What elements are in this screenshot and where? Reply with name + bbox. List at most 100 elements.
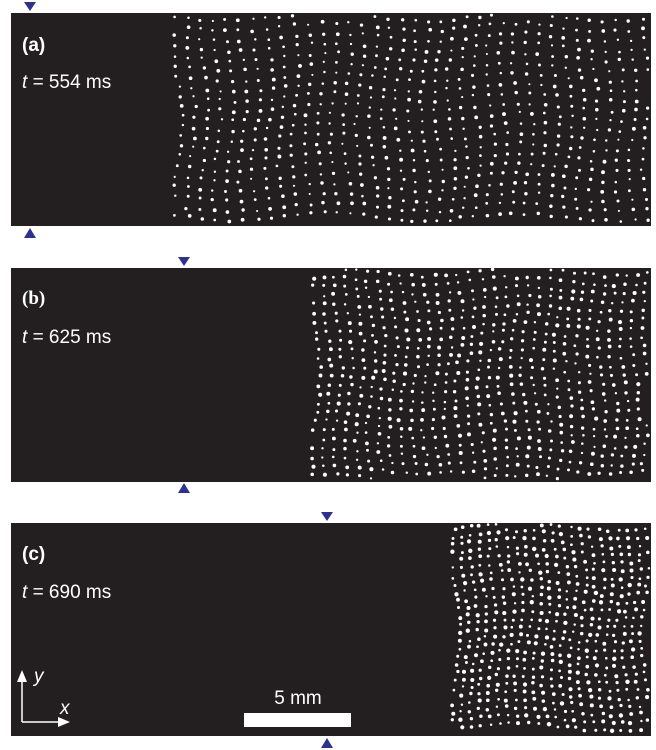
particle [523, 698, 527, 702]
particle [350, 201, 354, 205]
particle [477, 683, 480, 686]
particle [630, 49, 632, 51]
particle [479, 154, 482, 157]
particle [345, 466, 349, 470]
particle [225, 179, 229, 183]
particle [558, 306, 562, 310]
particle [584, 272, 587, 275]
particle [402, 291, 404, 293]
particle [593, 446, 595, 448]
particle [376, 194, 379, 197]
particle [463, 581, 467, 585]
particle [267, 38, 270, 41]
particle [452, 537, 455, 540]
particle [335, 61, 338, 64]
particle [641, 309, 644, 312]
particle [410, 273, 414, 277]
particle [453, 166, 457, 170]
particle [557, 726, 560, 729]
particle [484, 477, 487, 480]
particle [564, 335, 567, 338]
particle [612, 561, 615, 564]
particle [547, 596, 551, 600]
particle [415, 200, 419, 204]
particle [545, 554, 549, 558]
particle [309, 183, 311, 185]
particle [382, 95, 385, 98]
particle [307, 103, 310, 106]
particle [472, 470, 476, 474]
particle [488, 564, 491, 567]
particle [504, 690, 507, 693]
particle [440, 319, 444, 323]
particle [595, 650, 598, 653]
particle [539, 455, 542, 458]
particle [535, 403, 538, 406]
particle [452, 566, 454, 568]
particle [451, 542, 455, 546]
particle [437, 354, 441, 358]
particle [369, 106, 371, 108]
particle [529, 358, 533, 362]
particle [479, 533, 483, 537]
particle [564, 165, 567, 168]
particle [506, 304, 509, 307]
particle [401, 462, 404, 465]
particle [515, 23, 518, 26]
particle [268, 118, 272, 122]
particle [606, 633, 609, 636]
particle [575, 590, 577, 592]
particle [527, 721, 530, 724]
particle [512, 675, 515, 678]
particle [522, 658, 526, 662]
particle [439, 211, 441, 213]
particle [536, 420, 539, 423]
particle [560, 701, 564, 705]
particle [332, 448, 335, 451]
particle [189, 155, 191, 157]
particle [502, 103, 505, 106]
particle [585, 355, 589, 359]
particle [577, 663, 580, 666]
particle [528, 92, 531, 95]
particle [449, 291, 451, 293]
particle [641, 317, 644, 320]
particle [307, 24, 309, 26]
particle [528, 83, 530, 85]
particle [339, 384, 342, 387]
particle [298, 64, 302, 68]
particle [297, 85, 299, 87]
particle [291, 14, 294, 17]
particle [213, 219, 216, 222]
particle [644, 527, 647, 530]
particle [595, 108, 599, 112]
particle [607, 355, 610, 358]
particle [600, 373, 603, 376]
particle [563, 557, 566, 560]
particle [478, 564, 481, 567]
particle [236, 181, 239, 184]
particle [612, 664, 616, 668]
particle [190, 87, 192, 89]
particle [495, 673, 498, 676]
particle [337, 201, 341, 205]
particle [282, 45, 285, 48]
particle [521, 586, 524, 589]
particle [502, 112, 506, 116]
particle [403, 383, 406, 386]
particle [187, 195, 190, 198]
particle [334, 192, 337, 195]
particle [592, 68, 594, 70]
particle [406, 346, 409, 349]
particle [635, 218, 637, 220]
particle [538, 428, 541, 431]
particle [337, 50, 340, 53]
particle [421, 131, 424, 134]
particle [282, 205, 286, 209]
particle [348, 72, 351, 75]
particle [360, 23, 363, 26]
particle [590, 300, 593, 303]
particle [309, 34, 312, 37]
particle [497, 698, 500, 701]
particle [604, 410, 607, 413]
